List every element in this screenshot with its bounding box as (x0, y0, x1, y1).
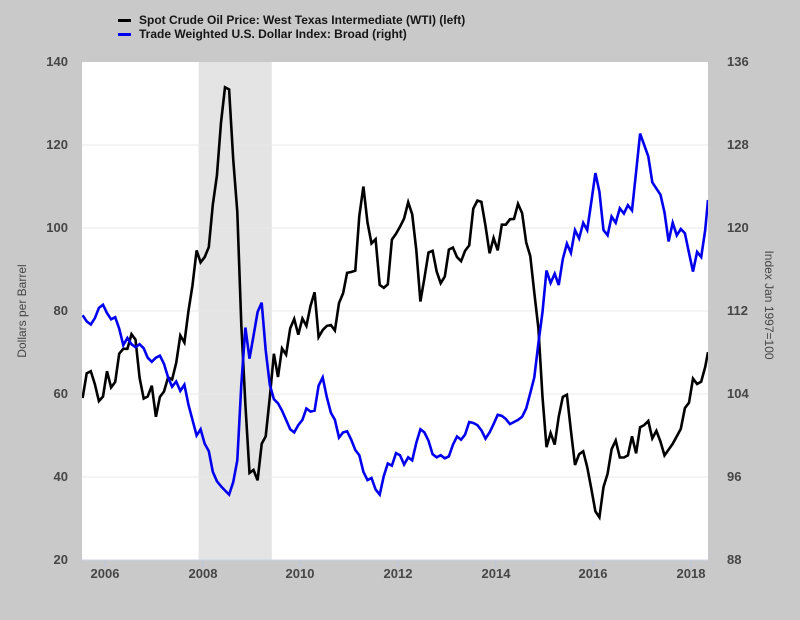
x-axis-tick-label: 2006 (90, 566, 120, 581)
legend-label-wti: Spot Crude Oil Price: West Texas Interme… (139, 13, 466, 27)
x-axis-tick-label: 2016 (578, 566, 608, 581)
y-axis-tick-label-left: 140 (46, 54, 68, 69)
legend-label-dollar-index: Trade Weighted U.S. Dollar Index: Broad … (139, 27, 407, 41)
dollar-index-line-swatch-icon (118, 32, 131, 36)
y-axis-tick-label-left: 40 (53, 469, 68, 484)
wti-line-swatch-icon (118, 18, 131, 22)
y-axis-tick-label-right: 96 (727, 469, 742, 484)
legend: Spot Crude Oil Price: West Texas Interme… (118, 13, 465, 41)
y-axis-tick-label-right: 112 (727, 303, 748, 318)
y-axis-tick-label-left: 60 (53, 386, 68, 401)
y-axis-tick-label-right: 120 (727, 220, 749, 235)
x-axis-tick-label: 2012 (383, 566, 413, 581)
x-axis-tick-label: 2008 (188, 566, 218, 581)
y-axis-tick-label-left: 120 (46, 137, 68, 152)
y-axis-tick-label-right: 104 (727, 386, 749, 401)
x-axis-tick-label: 2018 (676, 566, 706, 581)
dollar-index-line (82, 133, 708, 498)
y-axis-tick-label-left: 100 (46, 220, 68, 235)
y-axis-tick-label-left: 80 (53, 303, 68, 318)
legend-item-dollar-index: Trade Weighted U.S. Dollar Index: Broad … (118, 27, 465, 41)
y-axis-tick-label-left: 20 (53, 552, 68, 567)
legend-item-wti: Spot Crude Oil Price: West Texas Interme… (118, 13, 465, 27)
wti-price-line (82, 85, 708, 521)
y-axis-tick-label-right: 136 (727, 54, 749, 69)
y-axis-tick-label-right: 128 (727, 137, 749, 152)
x-axis-tick-label: 2010 (285, 566, 315, 581)
y-axis-tick-label-right: 88 (727, 552, 742, 567)
x-axis-tick-label: 2014 (481, 566, 511, 581)
